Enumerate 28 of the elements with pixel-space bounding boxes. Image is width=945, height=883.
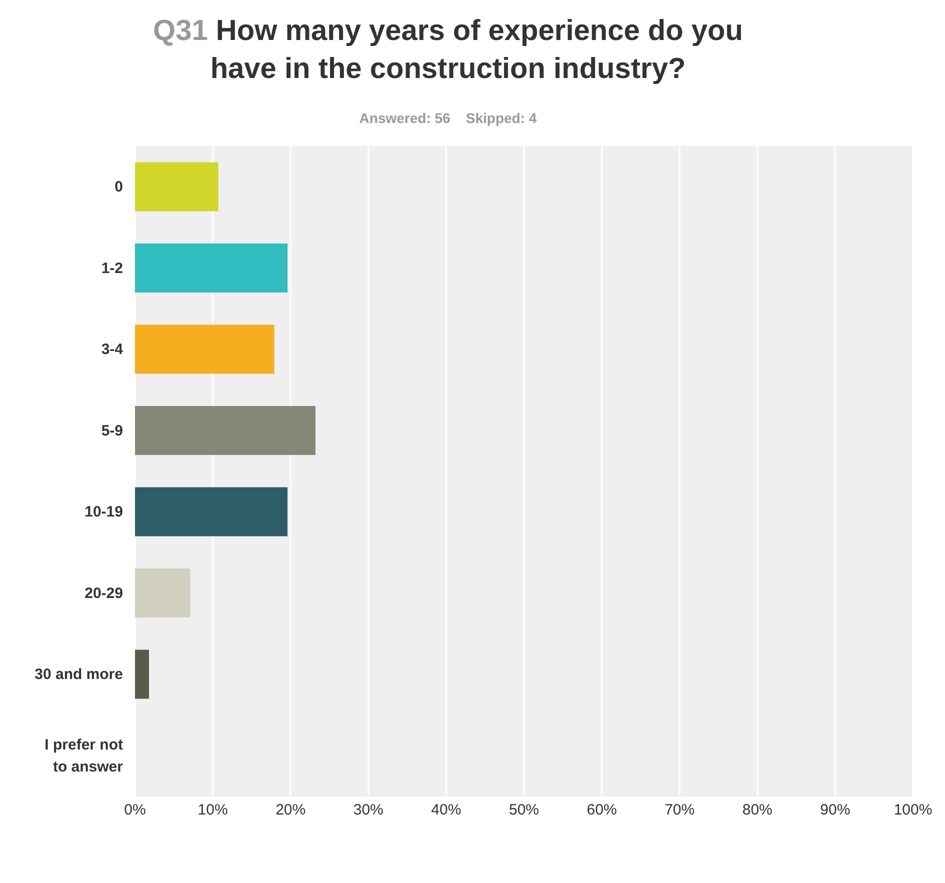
y-tick-label: 0 xyxy=(114,178,123,196)
x-tick-label: 100% xyxy=(894,802,932,819)
chart-subtitle: Answered: 56 Skipped: 4 xyxy=(358,110,538,126)
y-tick-label: 20-29 xyxy=(84,584,123,602)
bar xyxy=(135,650,150,699)
x-tick-label: 40% xyxy=(431,802,462,819)
bar xyxy=(135,324,274,374)
bar xyxy=(135,487,288,536)
bar xyxy=(135,162,218,212)
y-tick-label: 1-2 xyxy=(101,259,123,276)
x-tick-label: 20% xyxy=(276,802,306,819)
bar xyxy=(135,568,190,618)
x-tick-label: 70% xyxy=(664,802,695,819)
bar xyxy=(135,406,316,455)
x-tick-label: 90% xyxy=(820,802,850,819)
bar xyxy=(135,244,288,292)
x-tick-label: 80% xyxy=(742,802,772,819)
y-tick-label: 5-9 xyxy=(101,422,123,439)
x-tick-label: 0% xyxy=(124,802,146,819)
y-tick-label: I prefer not to answer xyxy=(44,736,124,775)
x-tick-label: 50% xyxy=(508,802,540,819)
y-tick-label: 10-19 xyxy=(84,503,123,520)
x-tick-label: 10% xyxy=(198,802,228,819)
y-tick-label: 30 and more xyxy=(34,666,123,683)
x-tick-label: 30% xyxy=(353,802,384,819)
x-tick-label: 60% xyxy=(586,802,617,819)
y-tick-label: 3-4 xyxy=(101,340,124,358)
chart-title: Q31 How many years of experience do you have in the construction industry? xyxy=(152,14,744,87)
